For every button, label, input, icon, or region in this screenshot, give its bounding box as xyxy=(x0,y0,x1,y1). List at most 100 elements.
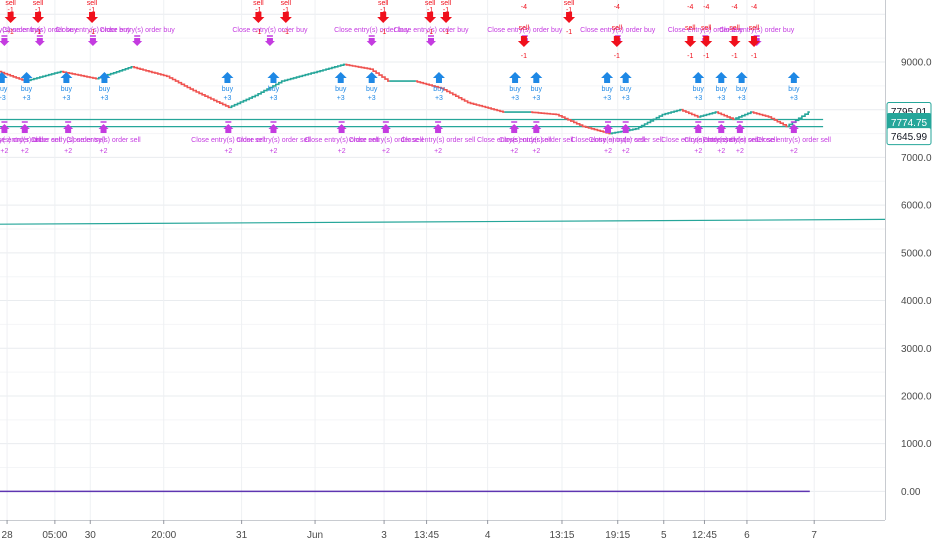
x-tick-label: 30 xyxy=(85,530,97,541)
close-sell-label: Close entry(s) order sell xyxy=(589,137,664,144)
x-tick-label: 6 xyxy=(744,530,750,541)
close-sell-arrow-icon xyxy=(336,124,347,133)
close-sell-label: Close entry(s) order sell xyxy=(477,137,552,144)
buy-label: buy xyxy=(716,86,728,93)
close-sell-qty-label: +2 xyxy=(736,148,744,155)
sell-qty-label: -1 xyxy=(255,29,261,36)
buy-arrow-icon xyxy=(0,72,8,83)
price-segment xyxy=(168,75,195,92)
x-tick-label: 3 xyxy=(381,530,387,541)
buy-qty-label: +3 xyxy=(368,95,376,102)
buy-label: buy xyxy=(620,86,632,93)
buy-qty-label: +3 xyxy=(738,95,746,102)
price-segment xyxy=(256,80,284,97)
close-sell-label: Close entry(s) order sell xyxy=(401,137,476,144)
y-tick-label: 4000.00 xyxy=(901,296,932,307)
buy-qty-label: +3 xyxy=(23,95,31,102)
price-segment xyxy=(752,111,770,118)
sell-label: sell xyxy=(701,25,712,32)
buy-label: buy xyxy=(268,86,280,93)
close-buy-label: Close entry(s) order buy xyxy=(0,27,42,34)
sell-label: sell xyxy=(87,0,98,7)
buy-arrow-icon xyxy=(98,72,111,83)
price-segment xyxy=(0,70,27,82)
buy-arrow-icon xyxy=(787,72,800,83)
y-tick-label: 0.00 xyxy=(901,487,921,498)
close-buy-label: Close entry(s) order buy xyxy=(55,27,131,34)
sell-qty-label: -1 xyxy=(380,29,386,36)
close-buy-label: Close entry(s) order buy xyxy=(580,27,656,34)
price-segment xyxy=(442,87,470,104)
sell-qty-label: -1 xyxy=(521,53,527,60)
x-tick-label: 7 xyxy=(811,530,817,541)
close-sell-label: Close entry(s) order sell xyxy=(0,137,62,144)
sell-qty-label: -1 xyxy=(703,53,709,60)
close-buy-arrow-icon xyxy=(366,38,377,46)
price-tag-label: 7645.99 xyxy=(891,132,928,143)
sell-label: sell xyxy=(378,0,389,7)
buy-label: buy xyxy=(222,86,234,93)
close-buy-label: Close entry(s) order buy xyxy=(232,27,308,34)
close-buy-label: Close entry(s) order buy xyxy=(100,27,176,34)
y-tick-label: 9000.00 xyxy=(901,58,932,69)
price-tag-label: 7774.75 xyxy=(891,118,928,129)
close-sell-qty-label: +2 xyxy=(622,148,630,155)
sell-arrow-icon xyxy=(4,12,17,23)
sell-qty-label: -1 xyxy=(443,7,449,14)
close-sell-qty-label: +2 xyxy=(224,148,232,155)
buy-qty-label: +3 xyxy=(717,95,725,102)
price-axis[interactable]: 0.00 1000.00 2000.00 3000.00 4000.00 5000.00 6… xyxy=(885,0,932,550)
price-segment xyxy=(637,113,664,130)
price-segment xyxy=(230,94,257,109)
time-axis[interactable]: 28 05:00 30 20:00 31 Jun 3 13:45 4 13:15 19:15 5 12:… xyxy=(0,520,885,550)
time-axis-panel xyxy=(0,520,885,550)
sell-qty-label: -1 xyxy=(614,53,620,60)
buy-arrow-icon xyxy=(334,72,347,83)
price-segment xyxy=(716,111,735,121)
y-tick-label: 5000.00 xyxy=(901,248,932,259)
buy-arrow-icon xyxy=(221,72,234,83)
price-tag-box xyxy=(886,127,932,146)
price-segment xyxy=(132,66,169,78)
sell-qty-label: -4 xyxy=(521,4,527,11)
sell-label: sell xyxy=(749,25,760,32)
close-sell-arrow-icon xyxy=(223,124,234,133)
price-segment xyxy=(699,111,717,118)
close-sell-qty-label: +2 xyxy=(694,148,702,155)
close-buy-arrow-icon xyxy=(264,38,275,46)
close-sell-qty-label: +2 xyxy=(338,148,346,155)
close-sell-label: Close entry(s) order sell xyxy=(0,137,42,144)
close-buy-label: Close entry(s) order buy xyxy=(334,27,410,34)
y-tick-label: 7000.00 xyxy=(901,153,932,164)
sell-qty-label: -4 xyxy=(614,4,620,11)
buy-label: buy xyxy=(736,86,748,93)
plot-area[interactable] xyxy=(0,63,886,493)
buy-label: buy xyxy=(21,86,33,93)
close-buy-arrow-icon xyxy=(87,38,98,46)
price-axis-panel xyxy=(885,0,932,550)
close-sell-arrow-icon xyxy=(693,124,704,133)
price-segment xyxy=(283,73,310,82)
close-sell-arrow-icon xyxy=(788,124,799,133)
price-segment xyxy=(787,111,810,128)
buy-arrow-icon xyxy=(715,72,728,83)
close-sell-label: Close entry(s) order sell xyxy=(191,137,266,144)
close-sell-arrow-icon xyxy=(734,124,745,133)
close-buy-label: Close entry(s) order buy xyxy=(487,27,563,34)
sell-qty-label: -1 xyxy=(566,29,572,36)
buy-arrow-icon xyxy=(60,72,73,83)
sell-qty-label: -1 xyxy=(8,29,14,36)
buy-qty-label: +3 xyxy=(532,95,540,102)
close-sell-arrow-icon xyxy=(380,124,391,133)
close-buy-label: Close entry(s) order buy xyxy=(668,27,744,34)
buy-arrow-icon xyxy=(509,72,522,83)
close-buy-label: Close entry(s) order buy xyxy=(393,27,469,34)
close-sell-arrow-icon xyxy=(716,124,727,133)
price-segment xyxy=(309,63,346,75)
close-sell-arrow-icon xyxy=(98,124,109,133)
sell-label: sell xyxy=(685,25,696,32)
sell-qty-label: -1 xyxy=(427,29,433,36)
close-sell-arrow-icon xyxy=(433,124,444,133)
sell-label: sell xyxy=(281,0,292,7)
